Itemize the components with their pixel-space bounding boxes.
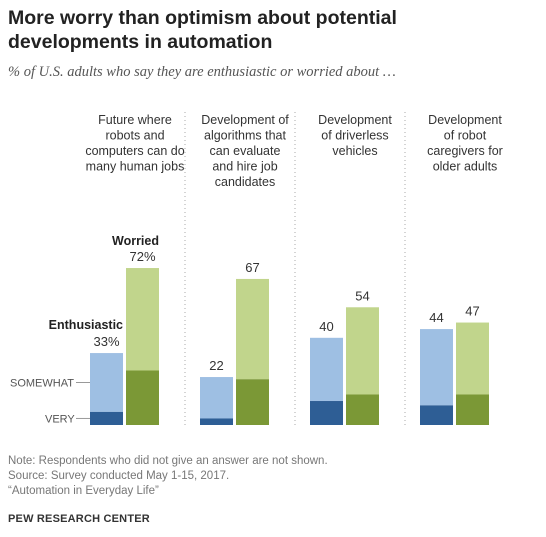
enthusiastic-somewhat-bar xyxy=(200,377,233,419)
worried-somewhat-bar xyxy=(456,322,489,395)
panel-label-line: candidates xyxy=(215,175,275,189)
panel-label-line: Development xyxy=(318,113,392,127)
worried-very-bar xyxy=(456,394,489,425)
panel-label-line: computers can do xyxy=(85,144,184,158)
enthusiastic-very-bar xyxy=(90,411,123,425)
panel-label-4: Development of robot caregivers for older a… xyxy=(427,113,503,174)
panel-label-line: Development xyxy=(428,113,502,127)
worried-very-bar xyxy=(236,379,269,425)
panel-label-line: many human jobs xyxy=(86,160,185,174)
panel-label-line: caregivers for xyxy=(427,144,503,158)
chart-area: Future where robots and computers can do ma… xyxy=(10,112,503,425)
series-name-worried: Worried xyxy=(112,234,159,248)
enthusiastic-value-label: 22 xyxy=(209,358,223,373)
panel-label-line: robots and xyxy=(105,129,164,143)
enthusiastic-somewhat-bar xyxy=(90,353,123,412)
worried-somewhat-bar xyxy=(346,307,379,395)
source-text: Source: Survey conducted May 1-15, 2017. xyxy=(8,470,230,482)
stack-label-somewhat: SOMEWHAT xyxy=(10,377,74,389)
enthusiastic-very-bar xyxy=(200,418,233,425)
enthusiastic-very-bar xyxy=(310,401,343,425)
series-name-enthusiastic: Enthusiastic xyxy=(49,318,123,332)
panel-label-line: Development of xyxy=(201,113,289,127)
worried-somewhat-bar xyxy=(236,278,269,380)
panel-label-line: older adults xyxy=(433,160,498,174)
panel-label-1: Future where robots and computers can do ma… xyxy=(85,113,184,174)
enthusiastic-value-label: 40 xyxy=(319,319,333,334)
pew-research-center-logo: PEW RESEARCH CENTER xyxy=(8,513,150,525)
enthusiastic-value-label: 44 xyxy=(429,310,443,325)
worried-value-label: 67 xyxy=(245,260,259,275)
chart-subtitle: % of U.S. adults who say they are enthus… xyxy=(8,64,396,80)
enthusiastic-very-bar xyxy=(420,405,453,425)
panel-label-line: algorithms that xyxy=(204,129,287,143)
panel-label-line: of robot xyxy=(444,129,487,143)
enthusiastic-somewhat-bar xyxy=(420,329,453,406)
stack-label-very: VERY xyxy=(45,413,75,425)
enthusiastic-somewhat-bar xyxy=(310,337,343,402)
worried-very-bar xyxy=(126,370,159,425)
panel-label-line: Future where xyxy=(98,113,172,127)
panel-label-line: of driverless xyxy=(321,129,388,143)
panel-label-2: Development of algorithms that can evaluat… xyxy=(201,113,289,189)
report-title-text: “Automation in Everyday Life” xyxy=(8,485,159,497)
panel-label-3: Development of driverless vehicles xyxy=(318,113,392,158)
enthusiastic-value-label: 33% xyxy=(93,334,119,349)
note-text: Note: Respondents who did not give an an… xyxy=(8,455,328,467)
worried-value-label: 47 xyxy=(465,304,479,319)
worried-value-label: 72% xyxy=(129,249,155,264)
panel-label-line: and hire job xyxy=(212,160,277,174)
panel-label-line: vehicles xyxy=(332,144,377,158)
chart-title: More worry than optimism about potential… xyxy=(8,7,397,53)
worried-somewhat-bar xyxy=(126,268,159,371)
worried-value-label: 54 xyxy=(355,288,369,303)
worried-very-bar xyxy=(346,394,379,425)
panel-label-line: can evaluate xyxy=(210,144,281,158)
